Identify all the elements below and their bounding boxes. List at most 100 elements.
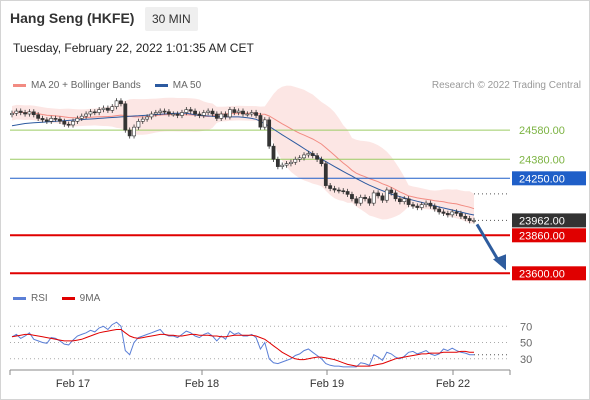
candle	[188, 109, 193, 112]
candle	[402, 198, 407, 202]
candle	[363, 197, 367, 200]
candle	[228, 109, 232, 118]
rsi-line	[11, 321, 474, 368]
candle	[289, 161, 293, 164]
candle	[214, 113, 219, 119]
candle	[92, 111, 97, 114]
candles	[10, 98, 476, 224]
ma50-swatch	[154, 84, 168, 87]
candle	[293, 159, 298, 163]
datetime-label: Tuesday, February 22, 2022 1:01:35 AM CE…	[13, 41, 254, 55]
candle	[472, 220, 476, 222]
timeframe-button[interactable]: 30 MIN	[145, 7, 198, 31]
candle	[432, 205, 437, 210]
candle	[149, 113, 154, 118]
candle	[88, 111, 93, 115]
candle	[341, 190, 346, 193]
candle	[463, 216, 468, 219]
candle	[36, 114, 41, 119]
candle	[393, 192, 398, 200]
forecast-arrow-head	[493, 254, 506, 271]
candle	[415, 205, 420, 208]
candle	[184, 109, 189, 113]
candle	[180, 112, 184, 116]
candle	[171, 113, 176, 116]
candle	[153, 112, 158, 115]
forecast-arrow-shaft	[475, 223, 502, 265]
legend-rsi-ma: 9MA	[79, 293, 101, 304]
rsi-tick-70: 70	[520, 321, 532, 333]
candle	[249, 112, 254, 115]
candle	[132, 126, 136, 137]
rsi-legend: RSI 9MA	[13, 293, 100, 304]
candle	[79, 115, 84, 119]
candle	[127, 129, 132, 137]
legend-rsi: RSI	[31, 293, 48, 304]
candle	[376, 192, 381, 197]
legend-bollinger: MA 20 + Bollinger Bands	[31, 80, 141, 91]
candle	[71, 121, 75, 126]
candle	[105, 107, 110, 111]
candle	[18, 110, 23, 113]
legend-ma50: MA 50	[172, 80, 202, 91]
candle	[97, 109, 102, 113]
candle	[419, 204, 424, 208]
level-tag-3	[512, 213, 586, 228]
candle	[136, 121, 141, 128]
candle	[31, 111, 36, 116]
candle	[44, 119, 49, 122]
x-tick-label: Feb 18	[185, 378, 219, 390]
candle	[367, 198, 372, 204]
candle	[66, 123, 71, 126]
candle	[197, 113, 202, 116]
candle	[358, 197, 363, 204]
bollinger-swatch	[13, 84, 26, 87]
candle	[162, 110, 167, 113]
credit-label: Research © 2022 Trading Central	[431, 80, 581, 91]
candle	[258, 115, 263, 128]
candle	[354, 198, 359, 204]
candle	[210, 110, 215, 115]
candle	[306, 153, 311, 156]
candle	[319, 159, 324, 164]
candle	[411, 204, 415, 207]
candle	[27, 111, 32, 115]
rsi-tick-30: 30	[520, 354, 532, 366]
candle	[262, 119, 267, 128]
x-tick-label: Feb 19	[310, 378, 344, 390]
candle	[110, 106, 115, 111]
candle	[428, 202, 433, 207]
candle	[232, 109, 237, 113]
candle	[223, 113, 228, 118]
bollinger-band	[12, 85, 474, 224]
candle	[454, 211, 459, 214]
instrument-title: Hang Seng (HKFE)	[10, 10, 135, 26]
level-label-2: 24250.00	[519, 173, 565, 185]
candle	[459, 213, 463, 217]
rsi-ma-swatch	[61, 297, 75, 300]
candle	[336, 189, 341, 192]
candle	[467, 218, 472, 221]
candle	[123, 103, 128, 131]
candle	[23, 112, 27, 115]
candle	[175, 113, 180, 116]
level-label-4: 23860.00	[519, 230, 565, 242]
candle	[302, 154, 306, 159]
level-label-1: 24380.00	[519, 154, 565, 166]
candle	[201, 112, 206, 116]
candle	[75, 118, 80, 122]
candle	[280, 164, 285, 167]
candle	[254, 112, 258, 116]
candle	[40, 118, 45, 121]
candle	[167, 111, 171, 115]
candle	[297, 157, 302, 160]
candle	[145, 116, 150, 120]
level-tag-4	[512, 228, 586, 243]
ma20-line	[11, 111, 475, 210]
candle	[193, 110, 197, 115]
candle	[158, 110, 163, 113]
candle	[219, 113, 224, 119]
candle	[371, 192, 376, 204]
candle	[10, 112, 14, 116]
candle	[206, 110, 211, 113]
